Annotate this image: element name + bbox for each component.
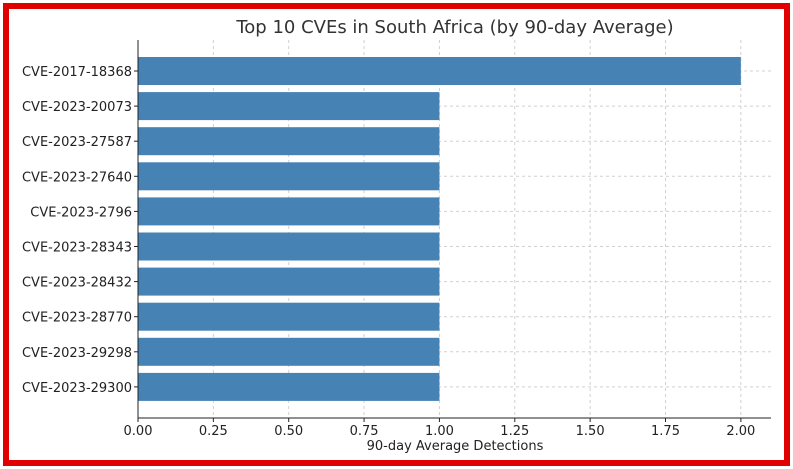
y-tick-label: CVE-2023-2796	[30, 205, 132, 220]
x-tick-label: 1.75	[651, 424, 680, 439]
bar	[138, 232, 440, 261]
x-tick-label: 0.25	[199, 424, 228, 439]
x-tick-label: 0.50	[274, 424, 303, 439]
x-tick-label: 1.50	[576, 424, 605, 439]
x-tick-label: 0.00	[124, 424, 153, 439]
y-tick-label: CVE-2017-18368	[22, 65, 132, 80]
y-tick-label: CVE-2023-28432	[22, 276, 132, 291]
x-axis-label: 90-day Average Detections	[367, 439, 544, 454]
bar	[138, 302, 440, 331]
bar	[138, 372, 440, 401]
x-tick-label: 2.00	[726, 424, 755, 439]
bar	[138, 337, 440, 366]
y-tick-label: CVE-2023-28343	[22, 241, 132, 256]
y-tick-label: CVE-2023-20073	[22, 100, 132, 115]
x-tick-label: 1.00	[425, 424, 454, 439]
bar	[138, 162, 440, 191]
bar	[138, 92, 440, 121]
y-tick-label: CVE-2023-29300	[22, 381, 132, 396]
y-tick-labels: CVE-2017-18368 CVE-2023-20073 CVE-2023-275…	[22, 65, 138, 396]
bar	[138, 197, 440, 226]
bar	[138, 127, 440, 156]
bar	[138, 267, 440, 296]
x-tick-label: 0.75	[350, 424, 379, 439]
y-tick-label: CVE-2023-29298	[22, 346, 132, 361]
y-tick-label: CVE-2023-27640	[22, 170, 132, 185]
x-tick-label: 1.25	[500, 424, 529, 439]
y-tick-label: CVE-2023-27587	[22, 135, 132, 150]
y-tick-label: CVE-2023-28770	[22, 311, 132, 326]
bars-group	[138, 57, 741, 401]
bar	[138, 57, 741, 85]
x-tick-labels: 0.00 0.25 0.50 0.75 1.00 1.25 1.50 1.75 2.00	[124, 418, 755, 439]
chart-title: Top 10 CVEs in South Africa (by 90-day A…	[235, 17, 673, 38]
